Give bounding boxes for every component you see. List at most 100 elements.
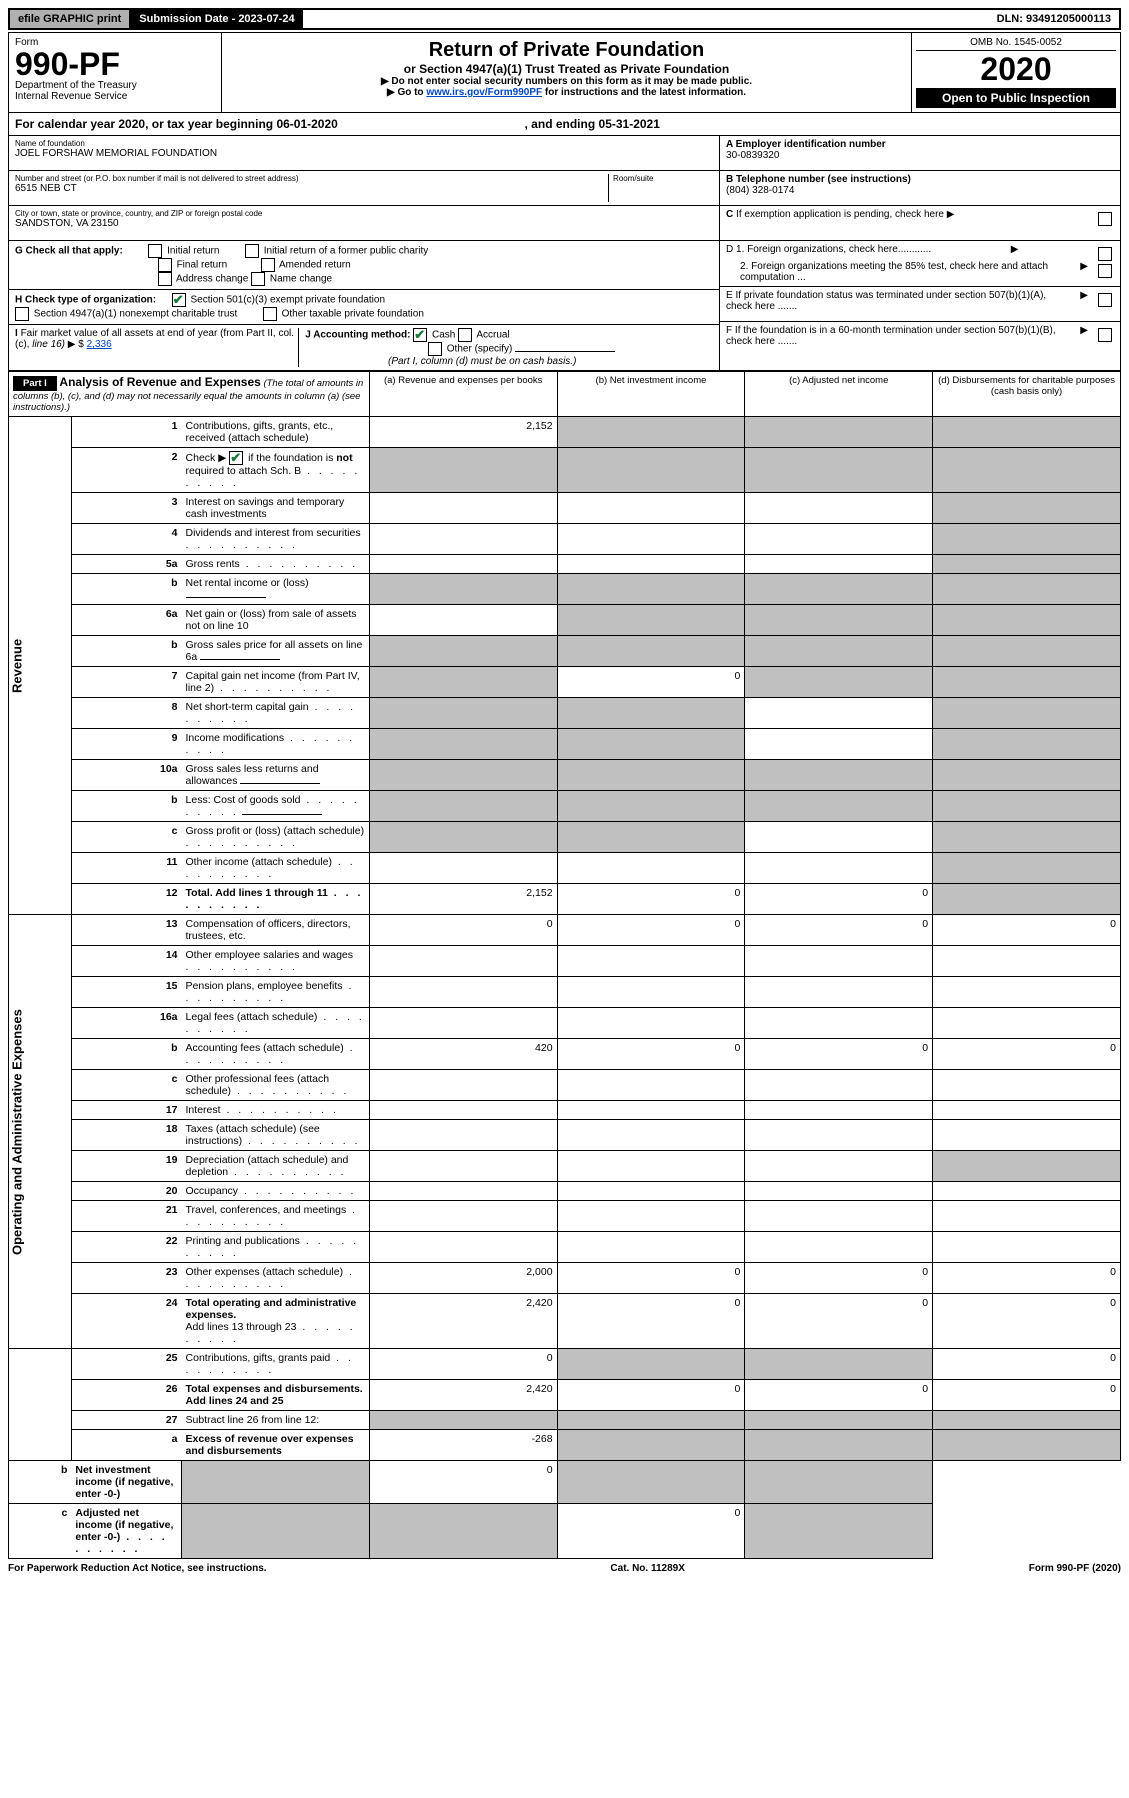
line-number: 6a — [71, 605, 181, 636]
dln-value: DLN: 93491205000113 — [989, 10, 1119, 28]
line-description: Contributions, gifts, grants, etc., rece… — [182, 417, 370, 448]
line-number: 15 — [71, 977, 181, 1008]
cell-value: 0 — [557, 915, 745, 946]
cell-value — [557, 1182, 745, 1201]
cell-grey — [933, 636, 1121, 667]
open-inspection-badge: Open to Public Inspection — [916, 88, 1116, 108]
cell-grey — [933, 574, 1121, 605]
cell-grey — [933, 853, 1121, 884]
form-number: 990-PF — [15, 48, 215, 80]
cell-value — [745, 853, 933, 884]
final-return-checkbox[interactable] — [158, 258, 172, 272]
calendar-year-row: For calendar year 2020, or tax year begi… — [8, 113, 1121, 136]
status-terminated-checkbox[interactable] — [1098, 293, 1112, 307]
cell-value — [369, 1151, 557, 1182]
cell-value — [745, 555, 933, 574]
cell-value — [557, 1232, 745, 1263]
cash-checkbox[interactable] — [413, 328, 427, 342]
cell-grey — [557, 698, 745, 729]
other-taxable-checkbox[interactable] — [263, 307, 277, 321]
cell-value — [745, 977, 933, 1008]
line-description: Income modifications — [182, 729, 370, 760]
cell-grey — [745, 636, 933, 667]
table-row: 21Travel, conferences, and meetings — [9, 1201, 1121, 1232]
line-description: Net rental income or (loss) — [182, 574, 370, 605]
initial-former-checkbox[interactable] — [245, 244, 259, 258]
line-description: Pension plans, employee benefits — [182, 977, 370, 1008]
cell-value: 0 — [557, 1504, 745, 1559]
address-cell: Number and street (or P.O. box number if… — [9, 171, 719, 206]
cell-value — [933, 946, 1121, 977]
cell-value — [557, 1201, 745, 1232]
cell-value: -268 — [369, 1430, 557, 1461]
part1-label: Part I — [13, 376, 57, 391]
cell-grey — [933, 524, 1121, 555]
cell-value: 0 — [557, 1263, 745, 1294]
foreign-org-checkbox[interactable] — [1098, 247, 1112, 261]
line-description: Other employee salaries and wages — [182, 946, 370, 977]
cell-value — [933, 977, 1121, 1008]
cell-value — [745, 822, 933, 853]
initial-return-checkbox[interactable] — [148, 244, 162, 258]
line-description: Excess of revenue over expenses and disb… — [182, 1430, 370, 1461]
name-change-checkbox[interactable] — [251, 272, 265, 286]
footer-mid: Cat. No. 11289X — [610, 1563, 684, 1574]
efile-print-button[interactable]: efile GRAPHIC print — [10, 10, 131, 28]
cell-grey — [933, 1430, 1121, 1461]
cell-grey — [182, 1504, 370, 1559]
cell-grey — [557, 1461, 745, 1504]
table-row: 9Income modifications — [9, 729, 1121, 760]
table-row: 12Total. Add lines 1 through 112,15200 — [9, 884, 1121, 915]
cell-value — [557, 853, 745, 884]
form-subtitle: or Section 4947(a)(1) Trust Treated as P… — [228, 62, 905, 76]
cell-grey — [369, 448, 557, 493]
line-description: Interest on savings and temporary cash i… — [182, 493, 370, 524]
line-description: Other professional fees (attach schedule… — [182, 1070, 370, 1101]
table-row: 25Contributions, gifts, grants paid00 — [9, 1349, 1121, 1380]
cell-grey — [933, 667, 1121, 698]
table-row: 23Other expenses (attach schedule)2,0000… — [9, 1263, 1121, 1294]
address-change-checkbox[interactable] — [158, 272, 172, 286]
table-row: 22Printing and publications — [9, 1232, 1121, 1263]
instruction-1: ▶ Do not enter social security numbers o… — [228, 76, 905, 87]
other-method-checkbox[interactable] — [428, 342, 442, 356]
accrual-checkbox[interactable] — [458, 328, 472, 342]
table-row: 7Capital gain net income (from Part IV, … — [9, 667, 1121, 698]
sch-b-checkbox[interactable] — [229, 451, 243, 465]
4947a1-checkbox[interactable] — [15, 307, 29, 321]
line-number: 23 — [71, 1263, 181, 1294]
cell-value: 0 — [745, 1263, 933, 1294]
submission-date: Submission Date - 2023-07-24 — [131, 10, 302, 28]
cell-value — [557, 555, 745, 574]
irs-link[interactable]: www.irs.gov/Form990PF — [426, 87, 542, 98]
501c3-checkbox[interactable] — [172, 293, 186, 307]
table-row: bAccounting fees (attach schedule)420000 — [9, 1039, 1121, 1070]
table-row: 16aLegal fees (attach schedule) — [9, 1008, 1121, 1039]
section-h: H Check type of organization: Section 50… — [9, 290, 719, 325]
exemption-pending-checkbox[interactable] — [1098, 212, 1112, 226]
cell-value — [933, 1232, 1121, 1263]
table-row: 27Subtract line 26 from line 12: — [9, 1411, 1121, 1430]
cell-grey — [933, 791, 1121, 822]
cell-value — [933, 1070, 1121, 1101]
footer-left: For Paperwork Reduction Act Notice, see … — [8, 1563, 267, 1574]
cell-grey — [745, 1461, 933, 1504]
cell-value — [369, 605, 557, 636]
amended-return-checkbox[interactable] — [261, 258, 275, 272]
line-number: 2 — [71, 448, 181, 493]
cell-value — [745, 524, 933, 555]
fmv-label: Fair market value of all assets at end o… — [15, 328, 294, 350]
line-number: c — [9, 1504, 72, 1559]
foreign-85-checkbox[interactable] — [1098, 264, 1112, 278]
60-month-checkbox[interactable] — [1098, 328, 1112, 342]
cell-grey — [369, 822, 557, 853]
cell-grey — [557, 1349, 745, 1380]
line-description: Accounting fees (attach schedule) — [182, 1039, 370, 1070]
fmv-value[interactable]: 2,336 — [87, 339, 112, 350]
cell-value — [369, 946, 557, 977]
table-row: 24Total operating and administrative exp… — [9, 1294, 1121, 1349]
table-row: cOther professional fees (attach schedul… — [9, 1070, 1121, 1101]
line-description: Contributions, gifts, grants paid — [182, 1349, 370, 1380]
line-description: Compensation of officers, directors, tru… — [182, 915, 370, 946]
cell-value — [745, 1120, 933, 1151]
